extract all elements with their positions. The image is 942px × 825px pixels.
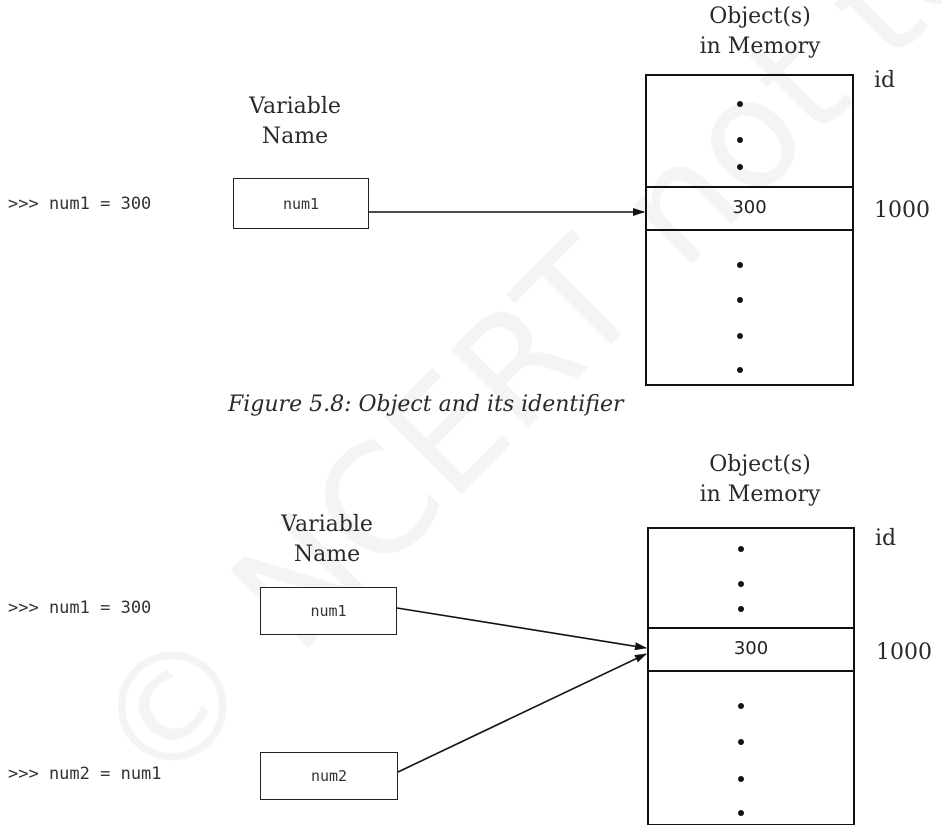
fig2-variable-box-1: num1 xyxy=(260,587,397,635)
fig2-value: 300 xyxy=(733,638,769,659)
fig1-caption: Figure 5.8: Object and its identifier xyxy=(228,392,624,417)
fig1-dot xyxy=(737,262,743,268)
fig2-memory-heading-line2: in Memory xyxy=(699,482,821,507)
fig2-reference-arrow-num2 xyxy=(397,653,647,773)
fig1-dot xyxy=(737,137,743,143)
fig2-id-value: 1000 xyxy=(876,640,932,665)
fig1-memory-heading: Object(s) in Memory xyxy=(680,2,840,62)
fig1-id-value: 1000 xyxy=(874,198,930,223)
fig2-memory-heading-line1: Object(s) xyxy=(709,452,811,477)
fig2-dot xyxy=(738,810,744,816)
fig1-dot xyxy=(737,333,743,339)
fig1-dot xyxy=(737,297,743,303)
fig2-dot xyxy=(738,581,744,587)
fig1-variable-box: num1 xyxy=(233,178,369,229)
fig2-memory-box xyxy=(647,527,855,825)
fig1-variable-heading: Variable Name xyxy=(249,94,341,149)
fig2-reference-arrow-num1 xyxy=(396,607,647,651)
fig2-variable-heading: Variable Name xyxy=(281,512,373,567)
fig2-variable-box-2: num2 xyxy=(260,752,398,800)
fig2-dot xyxy=(738,776,744,782)
fig2-dot xyxy=(738,606,744,612)
fig1-memory-heading-line2: in Memory xyxy=(699,34,821,59)
fig2-code-line-1: >>> num1 = 300 xyxy=(8,598,152,618)
fig1-memory-heading-line1: Object(s) xyxy=(709,4,811,29)
fig2-dot xyxy=(738,546,744,552)
fig2-dot xyxy=(738,703,744,709)
fig2-code-line-2: >>> num2 = num1 xyxy=(8,764,162,784)
fig1-value: 300 xyxy=(732,197,767,218)
fig1-dot xyxy=(737,164,743,170)
fig1-id-heading: id xyxy=(874,68,896,93)
fig1-code-line: >>> num1 = 300 xyxy=(8,194,152,214)
fig2-dot xyxy=(738,739,744,745)
fig1-dot xyxy=(737,367,743,373)
fig2-id-heading: id xyxy=(875,526,897,551)
fig2-memory-heading: Object(s) in Memory xyxy=(680,450,840,510)
fig1-dot xyxy=(737,101,743,107)
